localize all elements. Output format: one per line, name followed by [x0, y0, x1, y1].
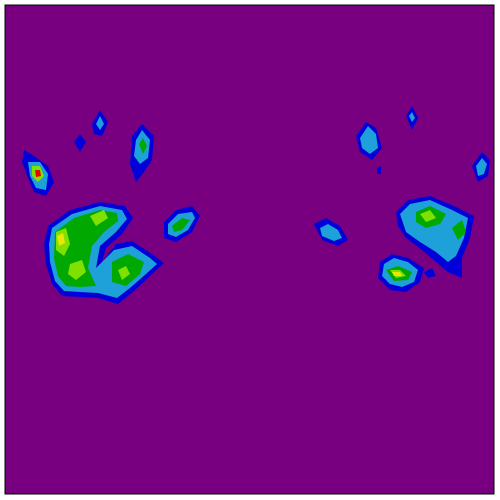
contour	[96, 116, 104, 130]
contour	[420, 210, 436, 222]
contour	[452, 220, 466, 240]
contour	[320, 224, 342, 241]
contour	[409, 112, 415, 122]
contour	[35, 170, 41, 177]
contour	[360, 126, 378, 154]
contour	[392, 272, 402, 276]
contour	[424, 268, 436, 278]
contour	[90, 210, 108, 226]
contour	[74, 134, 86, 152]
contour	[476, 158, 487, 176]
contour	[139, 138, 147, 154]
contour	[172, 218, 190, 232]
contour	[68, 260, 86, 280]
contour	[377, 166, 381, 174]
contour	[57, 233, 65, 246]
contour	[118, 266, 130, 280]
